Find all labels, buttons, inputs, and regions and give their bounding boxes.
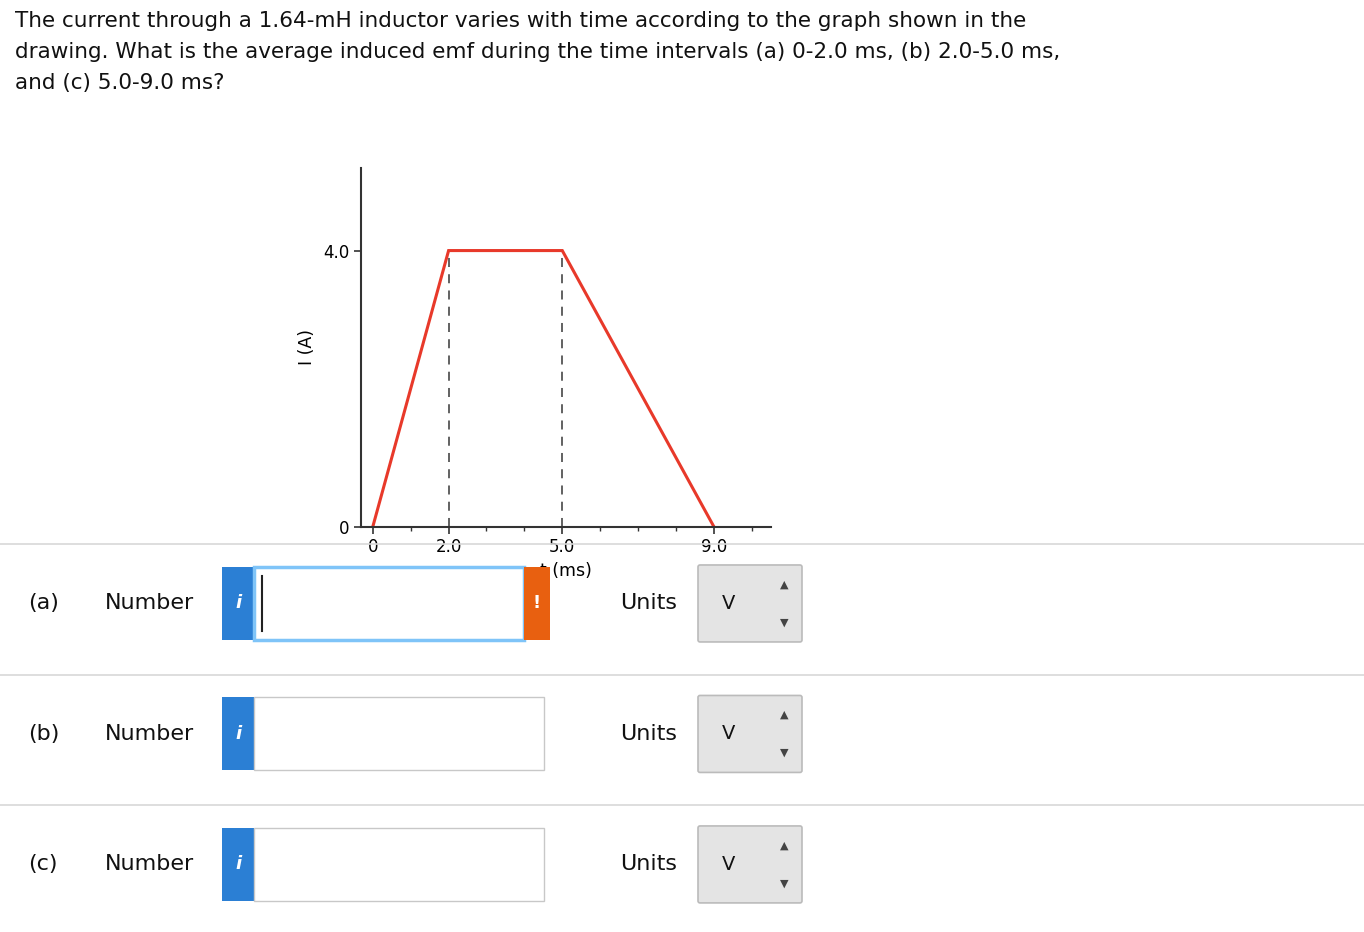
Text: drawing. What is the average induced emf during the time intervals (a) 0-2.0 ms,: drawing. What is the average induced emf… [15,42,1060,62]
Text: i: i [235,595,241,612]
Bar [524,567,550,640]
Text: (b): (b) [29,724,60,744]
Text: Number: Number [105,724,194,744]
Text: Number: Number [105,594,194,613]
Text: Units: Units [621,594,677,613]
Text: (a): (a) [29,594,59,613]
Y-axis label: I (A): I (A) [299,329,316,365]
Bar [254,697,544,771]
Text: ▲: ▲ [780,841,788,851]
Text: The current through a 1.64-mH inductor varies with time according to the graph s: The current through a 1.64-mH inductor v… [15,11,1026,31]
Bar [254,567,524,640]
Text: V: V [722,724,735,744]
Text: i: i [235,856,241,873]
FancyBboxPatch shape [698,826,802,903]
Text: V: V [722,855,735,874]
Text: i: i [235,725,241,743]
Text: !: ! [533,595,542,612]
Text: Units: Units [621,855,677,874]
Text: ▼: ▼ [780,617,788,627]
Text: ▲: ▲ [780,710,788,720]
X-axis label: t (ms): t (ms) [540,562,592,580]
FancyBboxPatch shape [698,565,802,642]
Text: (c): (c) [29,855,57,874]
Text: Units: Units [621,724,677,744]
Bar [222,828,254,901]
Text: ▼: ▼ [780,878,788,888]
Bar [222,697,254,771]
Text: and (c) 5.0-9.0 ms?: and (c) 5.0-9.0 ms? [15,73,225,92]
FancyBboxPatch shape [698,695,802,773]
Bar [222,567,254,640]
Text: ▲: ▲ [780,580,788,590]
Text: V: V [722,594,735,613]
Text: ▼: ▼ [780,747,788,758]
Bar [254,828,544,901]
Text: Number: Number [105,855,194,874]
